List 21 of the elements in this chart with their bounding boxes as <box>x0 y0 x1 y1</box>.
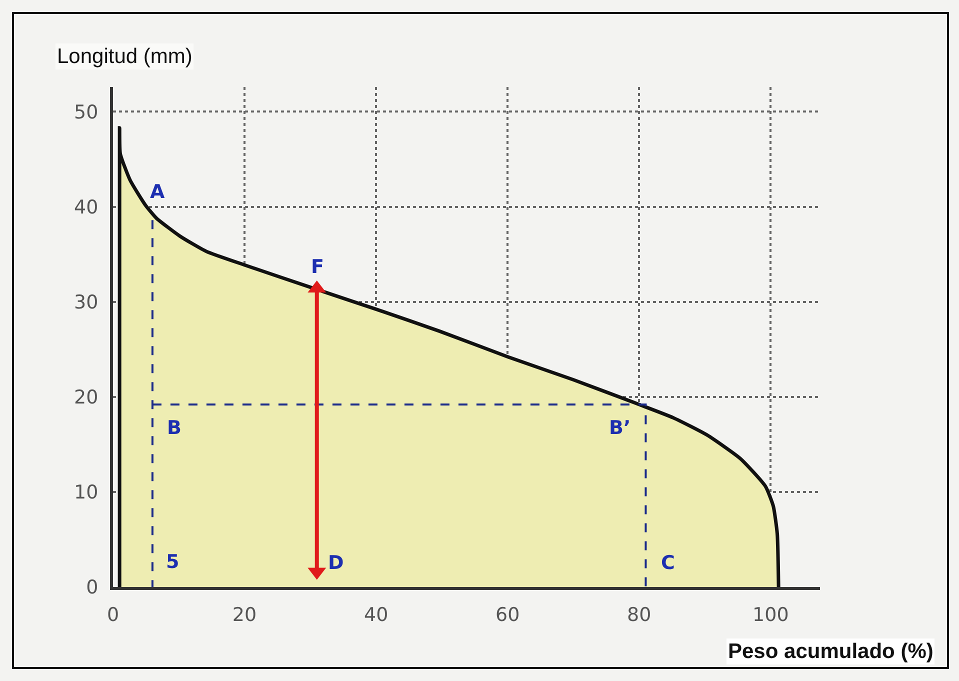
annotation: F <box>311 256 324 278</box>
x-tick-label: 80 <box>627 604 652 626</box>
annotation: B <box>167 417 182 439</box>
x-tick-label: 20 <box>232 604 257 626</box>
y-tick-label: 50 <box>74 101 98 124</box>
annotation: D <box>328 552 344 574</box>
x-tick-label: 100 <box>752 604 789 626</box>
y-tick-label: 0 <box>86 576 98 599</box>
annotation: C <box>661 552 675 574</box>
annotation: 5 <box>166 551 180 573</box>
annotation: A <box>150 181 165 203</box>
y-tick-label: 30 <box>74 291 98 314</box>
y-tick-label: 20 <box>74 386 98 409</box>
y-tick-label: 40 <box>74 196 98 218</box>
y-axis-title: Longitud (mm) <box>57 45 192 68</box>
x-tick-label: 60 <box>496 604 520 626</box>
annotation: B’ <box>609 417 631 439</box>
y-tick-label: 10 <box>74 482 98 504</box>
x-tick-label: 40 <box>364 604 388 626</box>
x-axis-title: Peso acumulado (%) <box>728 640 934 663</box>
x-tick-label: 0 <box>106 604 120 626</box>
